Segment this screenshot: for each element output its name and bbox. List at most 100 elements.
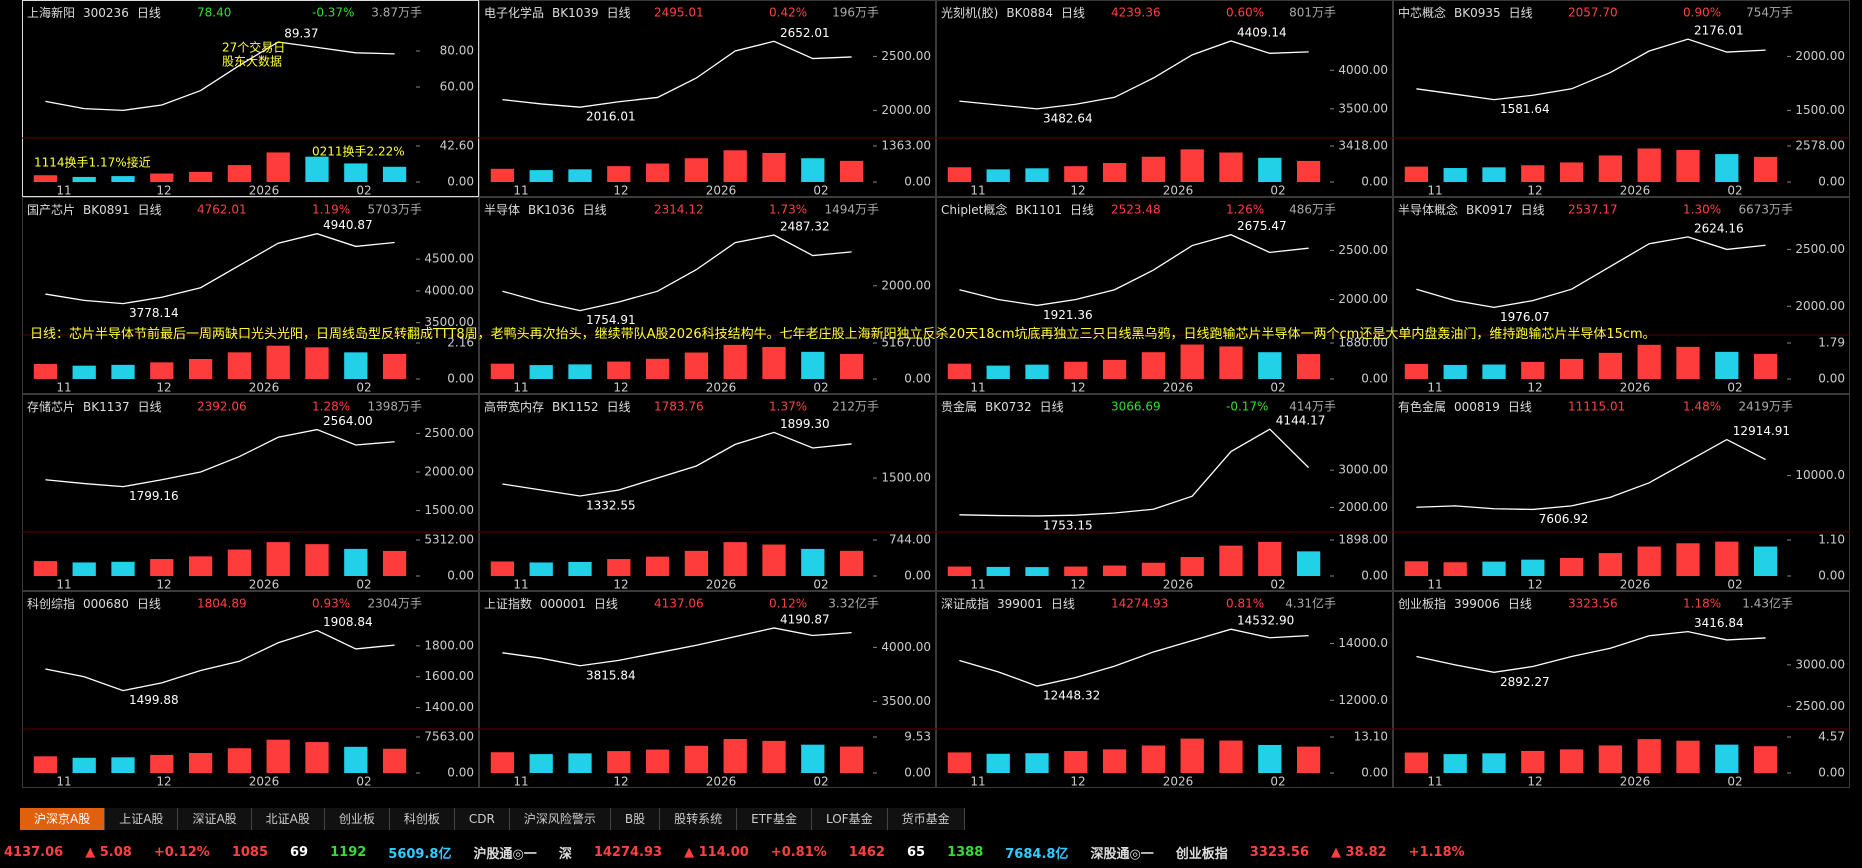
volume-label: 2419万手: [1738, 400, 1793, 414]
tab[interactable]: 股转系统: [660, 808, 738, 830]
volume-bar: [188, 753, 213, 773]
x-tick-label: 2026: [249, 381, 280, 395]
v-tick-label: 0.00: [904, 175, 931, 189]
y-tick-label: 10000.0: [1795, 468, 1845, 482]
v-tick-label: 0.00: [904, 766, 931, 780]
panel-header: 科创综指 000680 日线: [27, 596, 161, 611]
panel-header: 半导体 BK1036 日线: [484, 203, 607, 217]
volume-bar: [150, 173, 174, 182]
volume-bar: [607, 361, 631, 379]
tab[interactable]: 上证A股: [105, 808, 179, 830]
tab[interactable]: B股: [610, 808, 661, 830]
price-line: [502, 234, 852, 312]
header-name: 有色金属: [1398, 399, 1446, 414]
price: 11115.01: [1568, 400, 1625, 414]
y-tick-label: 1400.00: [424, 700, 474, 714]
price-line: [45, 428, 395, 488]
volume-bar: [1753, 156, 1778, 182]
volume-bar: [529, 754, 553, 773]
y-tick-label: 1600.00: [424, 669, 474, 683]
v-tick-label: 9.53: [904, 730, 931, 744]
tab[interactable]: 创业板: [324, 808, 390, 830]
volume-bar: [1219, 346, 1243, 379]
v-tick-label: 0.00: [447, 372, 474, 386]
header-name: 科创综指: [27, 596, 75, 611]
tab[interactable]: 货币基金: [887, 808, 965, 830]
y-tick-label: 1500.00: [424, 503, 474, 517]
volume-bar: [266, 542, 290, 576]
tab[interactable]: 沪深京A股: [20, 808, 106, 830]
x-tick-label: 02: [356, 184, 371, 198]
y-tick-label: 2000.00: [1338, 292, 1388, 306]
v-tick-label: 7563.00: [424, 730, 474, 744]
v-tick-label: 3418.00: [1338, 139, 1388, 153]
header-period: 日线: [1508, 597, 1532, 611]
volume-bar: [1443, 562, 1467, 576]
tab[interactable]: LOF基金: [811, 808, 888, 830]
price: 2523.48: [1111, 203, 1161, 217]
panel-frame: [936, 0, 1393, 197]
x-tick-label: 12: [156, 775, 171, 789]
high-label: 4409.14: [1237, 25, 1287, 39]
x-tick-label: 02: [813, 381, 828, 395]
y-tick-label: 2500.00: [1795, 242, 1845, 256]
panel-frame: [22, 0, 479, 197]
tab[interactable]: 沪深风险警示: [509, 808, 611, 830]
header-name: 半导体: [484, 203, 520, 217]
y-tick-label: 2000.00: [881, 278, 931, 292]
volume-bar: [150, 559, 174, 576]
status-item: +0.81%: [770, 844, 827, 860]
v-tick-label: 0.00: [447, 175, 474, 189]
volume-bar: [1443, 754, 1467, 773]
x-tick-label: 11: [513, 381, 528, 395]
volume-bar: [188, 359, 213, 379]
volume-bar: [33, 175, 58, 182]
price-line: [1416, 438, 1766, 511]
tab[interactable]: 科创板: [389, 808, 455, 830]
y-tick-label: 4000.00: [881, 640, 931, 654]
volume-bar: [1676, 740, 1700, 773]
header-period: 日线: [1070, 203, 1094, 217]
x-tick-label: 12: [613, 578, 628, 592]
note: 27个交易日: [222, 40, 285, 55]
stock-panel: 中芯概念 BK0935 日线 2057.70 0.90% 754万手 2000.00 1500…: [1393, 0, 1850, 198]
tab[interactable]: 北证A股: [251, 808, 325, 830]
status-item: 1388: [947, 844, 984, 860]
x-tick-label: 12: [613, 775, 628, 789]
volume-bar: [839, 746, 864, 773]
x-tick-label: 2026: [1620, 775, 1651, 789]
volume-label: 4.31亿手: [1285, 596, 1336, 611]
x-tick-label: 12: [1527, 381, 1542, 395]
panel-frame: [936, 197, 1393, 394]
volume-bar: [607, 751, 631, 773]
volume-bar: [1296, 551, 1321, 576]
change: 1.37%: [769, 400, 807, 414]
low-label: 7606.92: [1539, 512, 1589, 526]
volume-bar: [1715, 744, 1739, 773]
volume-bar: [1521, 750, 1545, 773]
low-label: 1332.55: [586, 499, 636, 513]
volume-bar: [1025, 168, 1049, 182]
header-code: BK0891: [83, 203, 130, 217]
volume-bar: [1637, 739, 1661, 773]
v-tick-label: 0.00: [1361, 569, 1388, 583]
panel-header: Chiplet概念 BK1101 日线: [941, 202, 1094, 217]
panel-frame: [1393, 197, 1850, 394]
note: 股东大数据: [222, 54, 282, 69]
x-tick-label: 02: [356, 578, 371, 592]
tab[interactable]: ETF基金: [737, 808, 812, 830]
stock-panel: 上证指数 000001 日线 4137.06 0.12% 3.32亿手 4000.00 350…: [479, 591, 936, 789]
volume-bar: [1637, 546, 1661, 576]
v-tick-label: 0.00: [1818, 175, 1845, 189]
tab[interactable]: CDR: [454, 808, 510, 830]
volume-bar: [1296, 160, 1321, 182]
tab[interactable]: 深证A股: [178, 808, 252, 830]
volume-bar: [986, 169, 1010, 182]
price: 1783.76: [654, 400, 704, 414]
volume-bar: [1753, 353, 1778, 379]
header-code: BK1039: [552, 6, 599, 20]
header-name: 光刻机(胶): [941, 5, 998, 20]
volume-bar: [1753, 546, 1778, 576]
x-tick-label: 2026: [706, 381, 737, 395]
volume-bar: [382, 550, 407, 576]
